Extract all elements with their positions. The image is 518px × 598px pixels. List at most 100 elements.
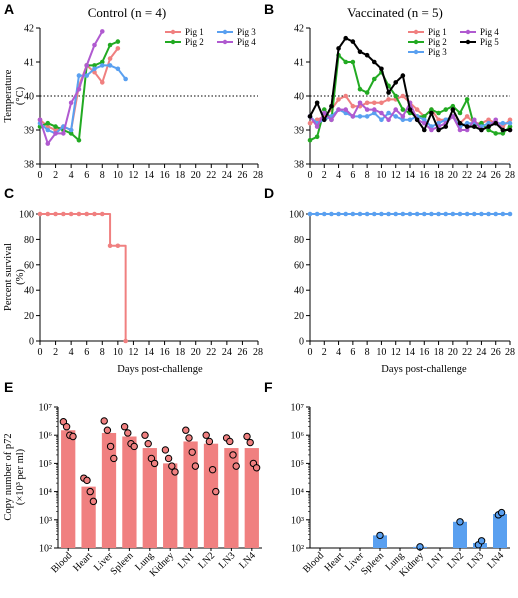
panel-f-point-ln3 [477,537,486,545]
panel-c-survival-point [61,211,66,217]
panel-a-ylabel-text: Temperature (°C) [3,69,26,122]
panel-e-bar-spleen [122,436,137,548]
panel-b-pig-2-point [493,131,499,136]
panel-c-xtick-label: 6 [84,347,89,358]
panel-b-ytick-label: 38 [294,160,304,171]
legend-label-pig-1: Pig 1 [185,27,204,37]
panel-b-pig-3-point [436,120,441,126]
panel-a-pig-2-point [107,42,113,48]
panel-b-pig-2-point [479,120,484,126]
panel-a-pig-4-point [92,42,97,48]
panel-b-pig-2-point [450,103,456,109]
panel-d-survival-point [364,211,370,217]
panel-f-bar-spleen [373,535,387,548]
legend-label-pig-4: Pig 4 [480,27,499,37]
panel-d-xtick-label: 14 [405,347,415,358]
panel-b-pig-2-point [436,110,441,116]
panel-d-survival-point [371,211,377,217]
panel-b-pig-3-point [393,114,399,119]
panel-b-pig-4-point [343,107,349,112]
panel-e-point-ln2 [208,465,217,474]
panel-b-pig-3-point [386,110,391,116]
panel-b-pig-2-point [350,59,356,65]
panel-b-xtick-label: 24 [476,170,486,181]
panel-d-ytick-label: 100 [289,210,304,221]
panel-d-survival-point [464,211,470,217]
panel-a-pig-3-point [68,127,74,133]
panel-b-pig-3-point [464,120,470,126]
panel-b-pig-5-point [386,90,391,95]
panel-c-ylabel-text: Percent survival (%) [3,243,26,311]
panel-b-xtick-label: 20 [448,170,458,181]
panel-e-category-ln1: LN1 [176,550,197,571]
panel-e-point-lung [150,459,159,468]
panel-d-survival-point [436,211,441,217]
panel-b-pig-1-point [343,93,349,99]
panel-b-pig-2-point [457,110,463,116]
panel-f-ytick-label: 10⁶ [291,431,305,442]
panel-b-pig-5-point [471,124,477,129]
panel-f-category-ln4: LN4 [485,550,506,571]
panel-b-pig-2-point [421,114,427,119]
panel-e-ylabel-text: Copy number of p72 (×10³ per ml) [3,433,26,520]
panel-d-survival-point [507,211,513,217]
panel-e-ylabel-text-line1: Copy number of p72 [3,433,14,520]
panel-d-survival-point [336,211,341,217]
panel-a-ytick-label: 38 [24,160,34,171]
panel-b-pig-3-point [507,120,513,126]
panel-b-pig-1-point [336,97,341,102]
panel-a-pig-1-point [107,56,113,61]
panel-b-pig-2-point [321,107,327,112]
panel-c-ytick-label: 60 [24,260,34,271]
panel-e-point-kidney [161,446,170,454]
panel-e-viral-load-control: 10²10³10⁴10⁵10⁶10⁷BloodHeartLiverSpleenL… [39,403,262,579]
panel-b-pig-3-point [371,110,377,116]
panel-e-bar-ln2 [203,443,219,548]
panel-b-xtick-label: 4 [336,170,341,181]
panel-b-title: Vaccinated (n = 5) [347,5,443,20]
panel-a-xtick-label: 0 [38,170,43,181]
panel-f-category-ln1: LN1 [425,550,446,571]
panel-b-ytick-label: 41 [294,58,304,69]
panel-a-xtick-label: 20 [191,170,201,181]
panel-e-ytick-label: 10³ [39,515,52,526]
panel-b-ytick-label: 39 [294,126,304,137]
panel-c-ytick-label: 100 [19,210,34,221]
panel-a-pig-3-point [84,73,90,78]
panel-b-pig-5-point [429,110,434,116]
panel-d-survival-point [329,211,334,217]
panel-e-ylabel-text-line2: (×10³ per ml) [15,448,26,505]
panel-d-survival-point [343,211,349,217]
panel-c-survival-point [84,211,90,217]
panel-b-pig-4-point [493,117,499,123]
panel-b-pig-5-point [443,124,449,129]
panel-d-survival-point [450,211,456,217]
panel-e-category-heart: Heart [71,550,95,574]
panel-f-viral-load-vaccinated: 10²10³10⁴10⁵10⁶10⁷BloodHeartLiverSpleenL… [291,403,510,579]
panel-a-ylabel-text-line2: (°C) [15,86,26,105]
legend-marker-pig-2 [413,39,419,45]
panel-b-pig-2-point [429,107,434,112]
panel-e-point-spleen [124,429,132,437]
panel-b-xtick-label: 6 [350,170,355,181]
panel-d-xtick-label: 12 [391,347,401,358]
panel-a-pig-1-point [115,46,121,51]
panel-e-ytick-label: 10⁷ [39,403,53,414]
panel-e-point-heart [83,476,91,485]
panel-b-pig-4-point [314,124,320,129]
panel-a-ytick-label: 42 [24,24,34,35]
panel-b-pig-4-point [350,114,356,119]
panel-a-ytick-label: 39 [24,126,34,137]
legend-marker-pig-1 [170,29,176,35]
panel-b-pig-4-point [321,110,327,116]
panel-b-pig-4-point [464,127,470,133]
panel-b-pig-5-point [464,124,470,129]
panel-b-pig-1-point [436,117,441,123]
panel-a-pig-1-point [99,80,105,85]
panel-b-pig-5-point [357,49,363,55]
panel-e-ytick-label: 10² [39,544,52,555]
panel-c-survival-point [53,211,58,217]
